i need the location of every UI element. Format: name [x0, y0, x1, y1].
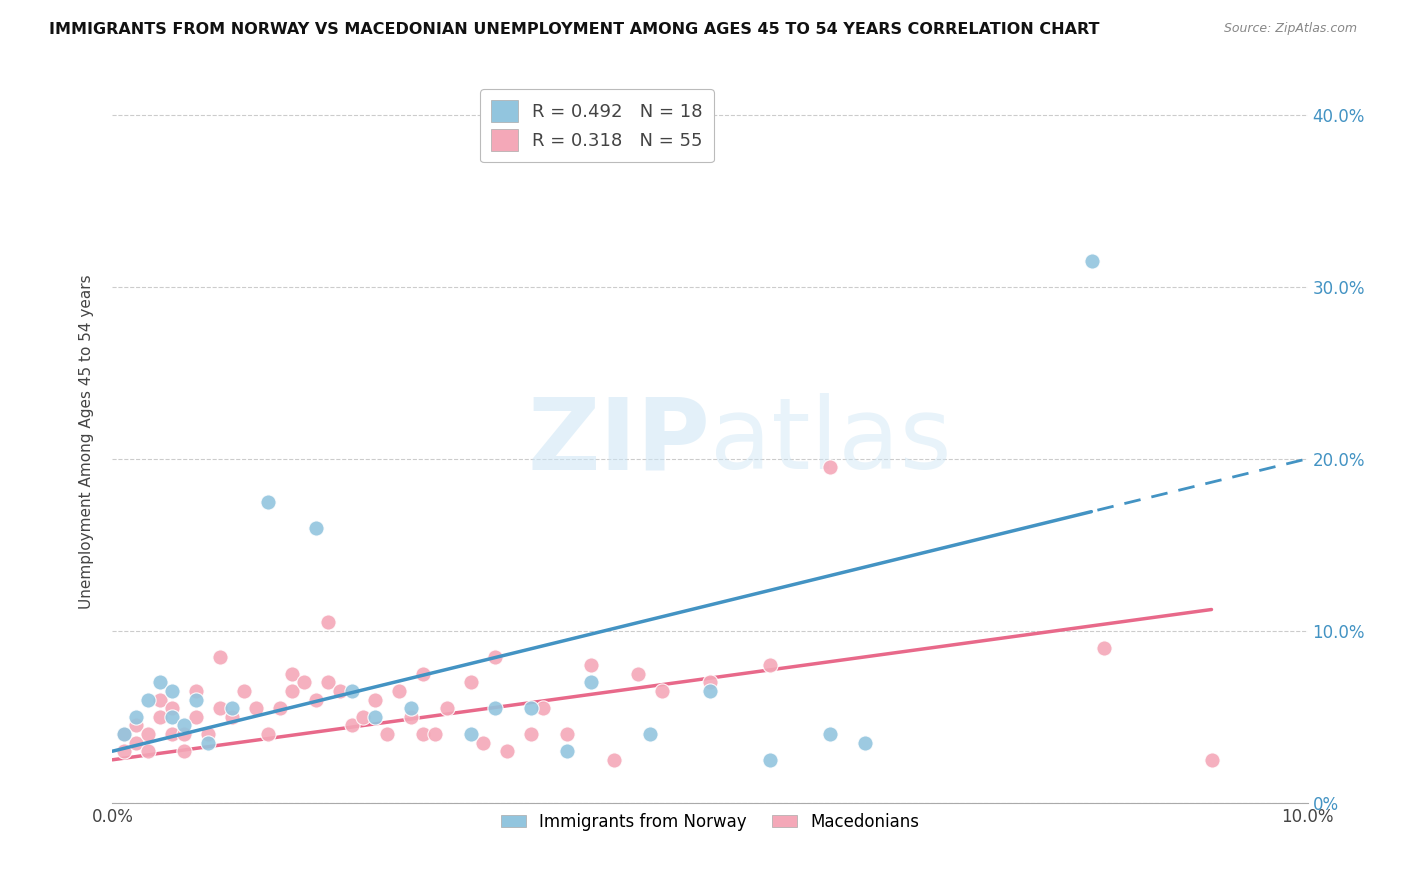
Point	[640, 727, 662, 741]
Point	[651, 684, 673, 698]
Text: atlas: atlas	[710, 393, 952, 490]
Y-axis label: Unemployment Among Ages 45 to 54 years: Unemployment Among Ages 45 to 54 years	[79, 274, 94, 609]
Point	[412, 666, 434, 681]
Point	[305, 692, 328, 706]
Point	[1094, 640, 1116, 655]
Point	[173, 744, 195, 758]
Point	[401, 710, 423, 724]
Point	[329, 684, 352, 698]
Point	[579, 658, 602, 673]
Point	[818, 460, 841, 475]
Point	[340, 684, 363, 698]
Point	[531, 701, 554, 715]
Point	[412, 727, 434, 741]
Point	[520, 701, 543, 715]
Point	[162, 701, 183, 715]
Text: ZIP: ZIP	[527, 393, 710, 490]
Point	[555, 727, 578, 741]
Point	[555, 744, 578, 758]
Point	[759, 753, 782, 767]
Point	[484, 649, 506, 664]
Point	[1081, 253, 1104, 268]
Point	[138, 692, 160, 706]
Point	[460, 675, 482, 690]
Point	[125, 718, 148, 732]
Point	[114, 744, 135, 758]
Point	[149, 675, 172, 690]
Point	[197, 727, 219, 741]
Point	[162, 710, 183, 724]
Point	[520, 727, 543, 741]
Point	[149, 710, 172, 724]
Point	[699, 684, 721, 698]
Point	[855, 735, 877, 749]
Text: IMMIGRANTS FROM NORWAY VS MACEDONIAN UNEMPLOYMENT AMONG AGES 45 TO 54 YEARS CORR: IMMIGRANTS FROM NORWAY VS MACEDONIAN UNE…	[49, 22, 1099, 37]
Point	[209, 649, 232, 664]
Point	[125, 710, 148, 724]
Point	[186, 710, 208, 724]
Point	[173, 718, 195, 732]
Point	[353, 710, 375, 724]
Point	[460, 727, 482, 741]
Point	[162, 684, 183, 698]
Point	[173, 727, 195, 741]
Point	[496, 744, 519, 758]
Legend: Immigrants from Norway, Macedonians: Immigrants from Norway, Macedonians	[495, 806, 925, 838]
Point	[579, 675, 602, 690]
Point	[388, 684, 411, 698]
Point	[186, 684, 208, 698]
Point	[425, 727, 447, 741]
Point	[138, 727, 160, 741]
Point	[257, 727, 280, 741]
Point	[316, 615, 339, 630]
Point	[364, 692, 387, 706]
Point	[305, 520, 328, 534]
Point	[221, 701, 243, 715]
Point	[603, 753, 626, 767]
Point	[340, 718, 363, 732]
Point	[281, 666, 304, 681]
Point	[269, 701, 291, 715]
Point	[627, 666, 650, 681]
Point	[257, 494, 280, 508]
Point	[818, 727, 841, 741]
Point	[292, 675, 315, 690]
Point	[114, 727, 135, 741]
Point	[162, 727, 183, 741]
Point	[125, 735, 148, 749]
Point	[233, 684, 256, 698]
Point	[197, 735, 219, 749]
Point	[436, 701, 458, 715]
Point	[114, 727, 135, 741]
Point	[149, 692, 172, 706]
Point	[364, 710, 387, 724]
Text: Source: ZipAtlas.com: Source: ZipAtlas.com	[1223, 22, 1357, 36]
Point	[186, 692, 208, 706]
Point	[401, 701, 423, 715]
Point	[281, 684, 304, 698]
Point	[316, 675, 339, 690]
Point	[699, 675, 721, 690]
Point	[377, 727, 399, 741]
Point	[472, 735, 495, 749]
Point	[209, 701, 232, 715]
Point	[1201, 753, 1223, 767]
Point	[759, 658, 782, 673]
Point	[221, 710, 243, 724]
Point	[138, 744, 160, 758]
Point	[245, 701, 267, 715]
Point	[484, 701, 506, 715]
